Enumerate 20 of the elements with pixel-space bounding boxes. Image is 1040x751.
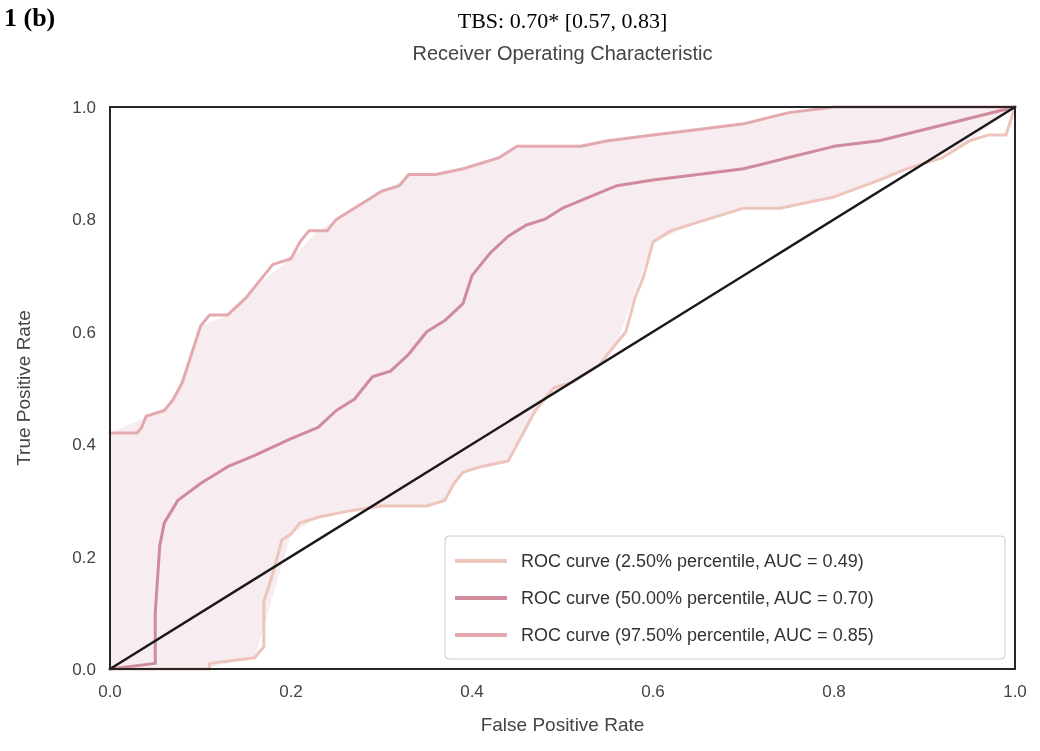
y-tick-label: 0.2	[72, 547, 96, 567]
x-tick-label: 0.8	[822, 682, 846, 701]
y-tick-label: 0.6	[72, 322, 96, 342]
y-tick-label: 0.8	[72, 210, 96, 230]
text: 1 (b)	[4, 3, 56, 32]
x-tick-label: 0.0	[98, 682, 122, 701]
legend-label: ROC curve (50.00% percentile, AUC = 0.70)	[521, 588, 874, 608]
text: TBS: 0.70* [0.57, 0.83]	[457, 8, 668, 33]
legend-label: ROC curve (2.50% percentile, AUC = 0.49)	[521, 551, 864, 571]
y-tick-label: 0.0	[72, 660, 96, 679]
y-tick-label: 1.0	[72, 98, 96, 117]
legend-label: ROC curve (97.50% percentile, AUC = 0.85)	[521, 625, 874, 645]
x-tick-label: 1.0	[1003, 682, 1027, 701]
y-axis-title: True Positive Rate	[13, 310, 34, 466]
y-tick-label: 0.4	[72, 435, 96, 455]
x-axis-title: False Positive Rate	[480, 714, 645, 735]
x-tick-label: 0.4	[460, 682, 484, 701]
x-tick-label: 0.2	[279, 682, 303, 701]
x-tick-label: 0.6	[641, 682, 665, 701]
chart-title: Receiver Operating Characteristic	[412, 42, 713, 64]
